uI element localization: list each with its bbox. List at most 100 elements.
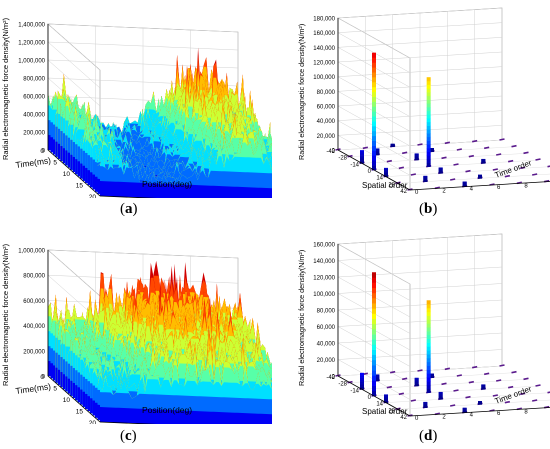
spectrum-bar-top [478, 174, 482, 176]
spectrum-bar-segment [360, 376, 364, 378]
z-axis-label: Radial electromagnetic force density(N/m… [1, 243, 10, 386]
z-tick-label: 80,000 [317, 90, 336, 96]
spectrum-bar-segment [384, 169, 388, 170]
spectrum-bar-top [438, 391, 443, 393]
spectrum-bar-segment [414, 382, 419, 384]
surface-band [100, 181, 272, 198]
spectrum-bar-segment [426, 162, 431, 167]
spectrum-bar-segment [426, 365, 431, 370]
spectrum-bar-segment [384, 173, 388, 175]
spectrum-bar-segment [426, 133, 431, 138]
spectrum-bar-segment [372, 67, 376, 73]
spectrum-bar-segment [372, 277, 376, 283]
time-tick-label: 15 [76, 409, 84, 416]
spectrum-bar-segment [372, 287, 376, 294]
spatial-tick-label: 14 [376, 402, 383, 408]
spectrum-bar-segment [426, 151, 431, 156]
spectrum-bar-segment [426, 381, 431, 386]
position-axis [99, 195, 158, 198]
spectrum-bar-segment [426, 331, 431, 336]
z-tick-label: 100,000 [313, 75, 335, 81]
spectrum-bar-segment [426, 107, 431, 112]
time-tick-label: 0 [40, 148, 44, 155]
baseline-mark [417, 143, 423, 146]
spectrum-bar-segment [372, 145, 376, 151]
spectrum-bar-segment [426, 92, 431, 97]
spectrum-bar-top [438, 167, 443, 169]
time-order-axis [409, 181, 550, 191]
spectrum-bar-segment [372, 150, 376, 156]
time-order-tick-label: 4 [470, 187, 474, 193]
spectrum-bar-segment [426, 99, 431, 104]
baseline-mark [347, 380, 353, 384]
time-order-axis [409, 407, 550, 417]
baseline-mark [547, 165, 550, 168]
spectrum-bar-segment [426, 144, 431, 149]
spectrum-bar-top [430, 148, 434, 149]
baseline-mark [441, 382, 447, 386]
spectrum-bar-segment [438, 392, 443, 393]
spectrum-bar-segment [414, 381, 419, 382]
baseline-mark [499, 138, 505, 141]
spectrum-bar-segment [384, 174, 388, 175]
spectrum-bar-segment [360, 159, 364, 161]
spectrum-bar-segment [384, 169, 388, 171]
spectrum-bar-segment [438, 393, 443, 394]
baseline-mark [504, 400, 510, 404]
baseline-mark [472, 365, 478, 369]
caption-c: (c) [120, 428, 137, 444]
spectrum-bar-segment [372, 130, 376, 137]
spectrum-bar-segment [414, 384, 419, 385]
baseline-mark [395, 181, 401, 185]
spatial-axis-label: Spatial order [362, 407, 408, 416]
spectrum-bar-segment [360, 387, 364, 389]
spectrum-bar-segment [426, 121, 431, 126]
spectrum-bar-segment [360, 151, 364, 153]
baseline-mark [523, 377, 529, 381]
z-tick-label: 160,000 [313, 31, 335, 37]
spectrum-bar-top [462, 407, 467, 409]
spectrum-bar-segment [438, 395, 443, 396]
spatial-tick-label: -14 [350, 388, 359, 394]
baseline-mark [386, 385, 392, 389]
spectrum-bar-segment [438, 395, 443, 396]
spectrum-bar-segment [414, 379, 419, 381]
spatial-tick-label: -28 [338, 156, 347, 162]
spectrum-bar-segment [360, 385, 364, 387]
spectrum-bar-segment [384, 174, 388, 176]
baseline-mark [508, 385, 514, 389]
baseline-mark [347, 154, 353, 158]
time-order-tick-label: 0 [415, 416, 419, 422]
spatial-axis [337, 375, 411, 417]
spectrum-bar-segment [438, 394, 443, 395]
spectrum-bar-segment [384, 399, 388, 401]
spectrum-bar-segment [360, 157, 364, 159]
spectrum-bar-segment [372, 380, 376, 386]
spectrum-bar-segment [438, 392, 443, 394]
spectrum-bar-segment [426, 80, 431, 85]
spectrum-bar-segment [438, 396, 443, 398]
spectrum-bar-top [481, 158, 486, 160]
z-axis-label: Radial electromagnetic force density(N/m… [297, 250, 306, 386]
z-tick-label: 800,000 [23, 274, 45, 280]
spectrum-bar-segment [360, 161, 364, 162]
spectrum-bar-segment [372, 370, 376, 376]
spectrum-bar-segment [360, 157, 364, 159]
baseline-mark [398, 392, 404, 396]
time-tick-label: 20 [89, 420, 97, 424]
spectrum-bar-segment [438, 399, 443, 400]
spectrum-bar-segment [372, 313, 376, 319]
spectrum-bar-segment [360, 382, 364, 384]
spectrum-bar-segment [426, 95, 431, 100]
spectrum-bar-segment [414, 384, 419, 386]
time-order-tick-label: 6 [497, 185, 501, 191]
spectrum-bar-segment [384, 175, 388, 177]
spectrum-bar-segment [372, 121, 376, 127]
spectrum-bar-segment [438, 394, 443, 395]
spectrum-bar-segment [360, 152, 364, 154]
spectrum-bar-segment [414, 379, 419, 380]
spectrum-bar-top [390, 143, 395, 145]
spectrum-bar-segment [360, 376, 364, 378]
spectrum-bar-segment [426, 334, 431, 340]
spectrum-bar-segment [360, 386, 364, 388]
